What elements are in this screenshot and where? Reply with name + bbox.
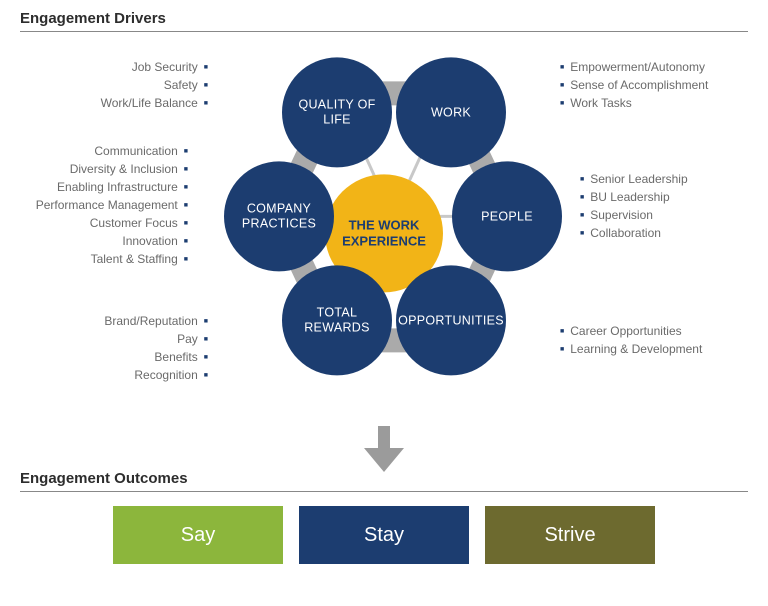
list-item: Work/Life Balance (8, 94, 208, 112)
labels-work: Empowerment/AutonomySense of Accomplishm… (560, 58, 708, 112)
labels-quality: Job SecuritySafetyWork/Life Balance (8, 58, 208, 112)
list-item: Innovation (0, 232, 188, 250)
outcomes-title: Engagement Outcomes (20, 470, 748, 492)
list-item: Customer Focus (0, 214, 188, 232)
list-item: Senior Leadership (580, 170, 688, 188)
work-experience-diagram: THE WORK EXPERIENCE QUALITY OF LIFE WORK… (204, 53, 564, 413)
list-item: Talent & Staffing (0, 250, 188, 268)
list-item: Benefits (8, 348, 208, 366)
list-item: Communication (0, 142, 188, 160)
list-item: Collaboration (580, 224, 688, 242)
list-item: Empowerment/Autonomy (560, 58, 708, 76)
list-item: Performance Management (0, 196, 188, 214)
petal-people: PEOPLE (452, 161, 562, 271)
list-item: Recognition (8, 366, 208, 384)
list-item: Work Tasks (560, 94, 708, 112)
drivers-diagram-area: THE WORK EXPERIENCE QUALITY OF LIFE WORK… (20, 40, 748, 470)
labels-people: Senior LeadershipBU LeadershipSupervisio… (580, 170, 688, 242)
down-arrow-icon (364, 426, 404, 472)
petal-total-rewards: TOTAL REWARDS (282, 265, 392, 375)
list-item: Enabling Infrastructure (0, 178, 188, 196)
labels-rewards: Brand/ReputationPayBenefitsRecognition (8, 312, 208, 384)
list-item: Career Opportunities (560, 322, 702, 340)
list-item: Pay (8, 330, 208, 348)
list-item: Learning & Development (560, 340, 702, 358)
list-item: Diversity & Inclusion (0, 160, 188, 178)
outcomes-row: Say Stay Strive (20, 506, 748, 564)
list-item: Sense of Accomplishment (560, 76, 708, 94)
list-item: Job Security (8, 58, 208, 76)
labels-opps: Career OpportunitiesLearning & Developme… (560, 322, 702, 358)
list-item: Safety (8, 76, 208, 94)
labels-company: CommunicationDiversity & InclusionEnabli… (0, 142, 188, 268)
list-item: Supervision (580, 206, 688, 224)
list-item: Brand/Reputation (8, 312, 208, 330)
petal-opportunities: OPPORTUNITIES (396, 265, 506, 375)
outcome-stay: Stay (299, 506, 469, 564)
petal-quality-of-life: QUALITY OF LIFE (282, 57, 392, 167)
petal-company-practices: COMPANY PRACTICES (224, 161, 334, 271)
list-item: BU Leadership (580, 188, 688, 206)
outcome-say: Say (113, 506, 283, 564)
drivers-title: Engagement Drivers (20, 10, 748, 32)
petal-work: WORK (396, 57, 506, 167)
outcome-strive: Strive (485, 506, 655, 564)
